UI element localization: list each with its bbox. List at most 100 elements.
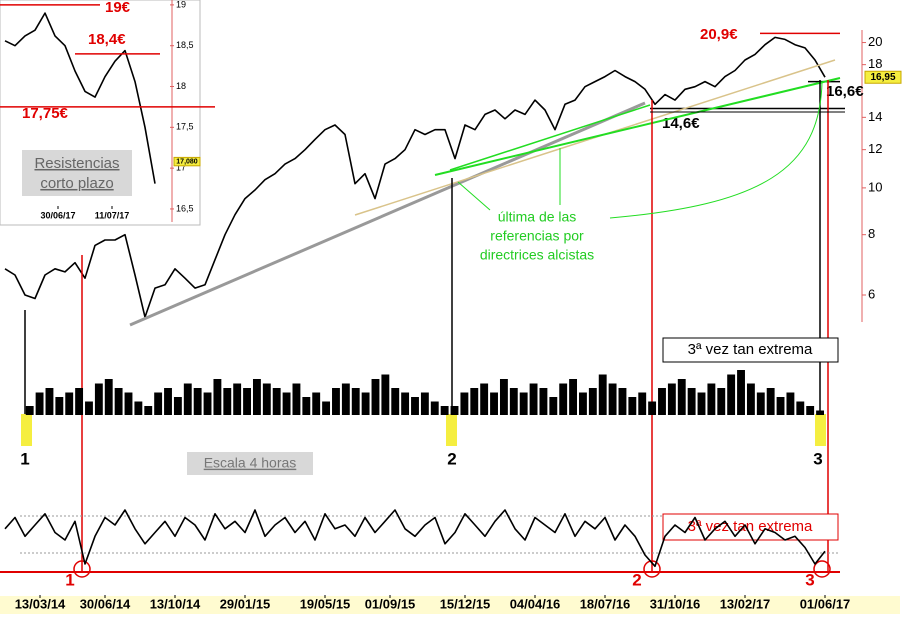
event-label: 1 xyxy=(65,570,74,589)
histogram-bar xyxy=(588,388,597,415)
histogram-bar xyxy=(598,374,607,415)
trend-line xyxy=(434,77,841,176)
y-tick-label: 17,5 xyxy=(176,122,194,132)
histogram-bar xyxy=(35,392,44,415)
histogram-bar xyxy=(114,388,123,415)
annotation: referencias por xyxy=(490,228,584,244)
level-label: 20,9€ xyxy=(700,26,738,43)
histogram-bar xyxy=(470,388,479,415)
histogram-bar xyxy=(569,379,578,415)
y-tick-label: 8 xyxy=(868,226,875,241)
histogram-bar xyxy=(193,388,202,415)
histogram-bar xyxy=(124,392,133,415)
histogram-bar xyxy=(282,392,291,415)
x-tick-label: 15/12/15 xyxy=(440,596,491,611)
histogram-bar xyxy=(302,397,311,415)
histogram-bar xyxy=(332,388,340,415)
histogram-bar xyxy=(707,383,716,415)
histogram-bar xyxy=(94,383,103,415)
histogram-bar xyxy=(25,406,34,415)
y-tick-label: 16,5 xyxy=(176,203,194,213)
level-label: 17,75€ xyxy=(22,105,69,122)
event-label: 2 xyxy=(632,570,641,589)
histogram-bar xyxy=(480,383,489,415)
histogram-bar xyxy=(737,370,745,415)
histogram-bar xyxy=(816,410,824,415)
histogram-bar xyxy=(519,392,528,415)
histogram-bar xyxy=(529,383,538,415)
histogram-bar xyxy=(134,401,143,415)
x-tick-label: 30/06/14 xyxy=(80,596,131,611)
histogram-bar xyxy=(677,379,686,415)
price-line xyxy=(4,36,826,318)
histogram-bar xyxy=(450,406,459,415)
event-label: 3 xyxy=(813,449,822,468)
histogram-bar xyxy=(440,406,449,415)
histogram-bar xyxy=(420,392,429,415)
trend-line xyxy=(129,101,646,327)
histogram-bar xyxy=(381,374,390,415)
histogram-bar xyxy=(164,388,172,415)
histogram-bar xyxy=(173,397,182,415)
arrow xyxy=(457,181,491,211)
note-box xyxy=(22,150,132,196)
histogram-bar xyxy=(727,374,736,415)
level-label: 19€ xyxy=(105,0,131,16)
note: corto plazo xyxy=(40,175,113,192)
histogram-bar xyxy=(85,401,93,415)
x-tick-label: 18/07/16 xyxy=(580,596,631,611)
histogram-bar xyxy=(608,383,617,415)
event-label: 1 xyxy=(20,449,29,468)
x-tick-label: 13/02/17 xyxy=(720,596,771,611)
marker-band xyxy=(815,414,826,446)
note: Resistencias xyxy=(34,155,119,172)
histogram-bar xyxy=(223,388,232,415)
histogram-bar xyxy=(213,379,222,415)
histogram-bar xyxy=(203,392,212,415)
y-tick-label: 17 xyxy=(176,163,186,173)
histogram-panel: 1 2 3 xyxy=(20,370,824,468)
histogram-bar xyxy=(430,401,439,415)
histogram-bar xyxy=(272,388,281,415)
arrow xyxy=(609,81,823,219)
y-tick-label: 14 xyxy=(868,109,882,124)
histogram-bar xyxy=(509,388,518,415)
histogram-bar xyxy=(697,392,706,415)
histogram-bar xyxy=(717,388,726,415)
note-box xyxy=(662,337,839,363)
histogram-bar xyxy=(687,388,696,415)
histogram-bar xyxy=(658,388,666,415)
x-axis-band xyxy=(0,596,900,614)
histogram-bar xyxy=(411,397,419,415)
histogram-bar xyxy=(312,392,321,415)
histogram-bar xyxy=(579,392,587,415)
inset-panel: Resistencias corto plazo 1918,51817,5171… xyxy=(0,0,215,226)
histogram-bar xyxy=(618,388,627,415)
histogram-bar xyxy=(65,392,74,415)
histogram-bar xyxy=(104,379,113,415)
x-tick-label: 13/03/14 xyxy=(15,596,66,611)
y-tick-label: 18 xyxy=(176,81,186,91)
event-circle xyxy=(813,560,831,578)
histogram-bar xyxy=(401,392,410,415)
histogram-bar xyxy=(776,397,785,415)
histogram-bar xyxy=(243,388,251,415)
x-tick-label: 04/04/16 xyxy=(510,596,561,611)
histogram-bar xyxy=(361,392,370,415)
x-tick-label: 13/10/14 xyxy=(150,596,201,611)
histogram-bar xyxy=(746,383,755,415)
histogram-bar xyxy=(628,397,637,415)
trend-line xyxy=(449,104,651,171)
histogram-bar xyxy=(490,392,498,415)
histogram-bar xyxy=(559,383,568,415)
histogram-bar xyxy=(796,401,805,415)
annotation: última de las xyxy=(498,209,577,225)
note: Escala 4 horas xyxy=(204,455,297,471)
note-box xyxy=(187,452,313,475)
price-marker xyxy=(864,70,902,84)
histogram-bar xyxy=(766,388,775,415)
x-tick-label: 30/06/17 xyxy=(40,210,75,220)
histogram-bar xyxy=(292,383,301,415)
event-circle xyxy=(643,560,661,578)
y-tick-label: 6 xyxy=(868,286,875,301)
